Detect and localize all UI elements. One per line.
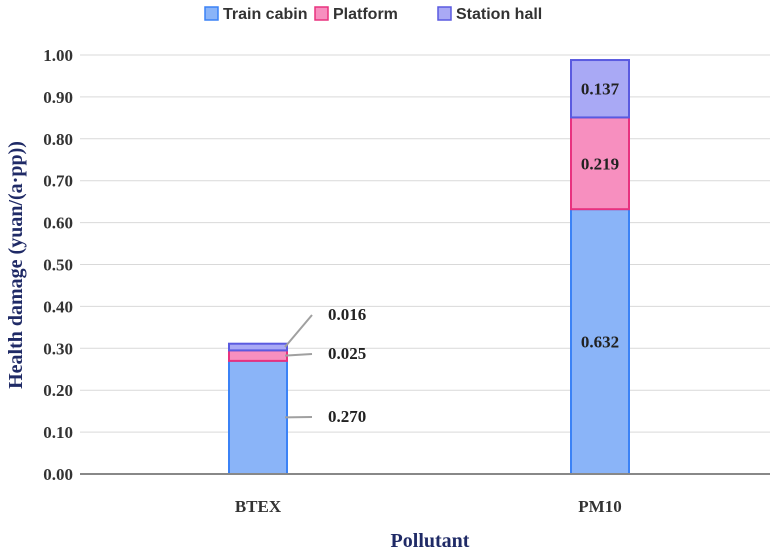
legend-label: Train cabin bbox=[223, 6, 307, 23]
y-tick-label: 0.10 bbox=[43, 423, 73, 442]
y-tick-label: 0.50 bbox=[43, 256, 73, 275]
y-tick-label: 0.40 bbox=[43, 297, 73, 316]
bar-btex-2 bbox=[228, 342, 288, 352]
x-axis-title: Pollutant bbox=[391, 530, 470, 552]
x-axis-categories: BTEX PM10 bbox=[235, 497, 622, 516]
bar-btex-1 bbox=[228, 349, 288, 362]
y-tick-label: 0.20 bbox=[43, 381, 73, 400]
bar-btex-0 bbox=[228, 359, 288, 475]
legend-swatch bbox=[314, 6, 329, 21]
legend-swatch bbox=[437, 6, 452, 21]
y-tick-label: 0.60 bbox=[43, 214, 73, 233]
y-tick-label: 0.30 bbox=[43, 339, 73, 358]
y-axis-title: Health damage (yuan/(a·pp)) bbox=[5, 141, 27, 389]
gridlines bbox=[80, 54, 770, 433]
y-axis-ticks: 0.00 0.10 0.20 0.30 0.40 0.50 0.60 0.70 0.80 0.90… bbox=[43, 46, 73, 484]
y-tick-label: 1.00 bbox=[43, 46, 73, 65]
data-label: 0.632 bbox=[581, 333, 619, 352]
x-category-label: PM10 bbox=[578, 497, 621, 516]
bars bbox=[228, 59, 630, 476]
y-tick-label: 0.70 bbox=[43, 172, 73, 191]
data-label: 0.016 bbox=[328, 305, 366, 324]
y-tick-label: 0.80 bbox=[43, 130, 73, 149]
data-label: 0.137 bbox=[581, 80, 620, 99]
y-tick-label: 0.00 bbox=[43, 465, 73, 484]
data-labels: 0.632 0.219 0.137 0.270 0.025 0.016 bbox=[284, 80, 620, 426]
x-category-label: BTEX bbox=[235, 497, 282, 516]
y-tick-label: 0.90 bbox=[43, 88, 73, 107]
legend-swatch bbox=[204, 6, 219, 21]
bar-pm10-2 bbox=[570, 59, 630, 119]
data-label: 0.270 bbox=[328, 407, 366, 426]
data-label: 0.219 bbox=[581, 154, 619, 173]
leader-line bbox=[284, 353, 313, 357]
data-label: 0.025 bbox=[328, 344, 366, 363]
legend-label: Platform bbox=[333, 6, 398, 23]
leader-line bbox=[284, 314, 313, 348]
legend: Train cabin Platform Station hall bbox=[204, 6, 542, 23]
legend-label: Station hall bbox=[456, 6, 542, 23]
